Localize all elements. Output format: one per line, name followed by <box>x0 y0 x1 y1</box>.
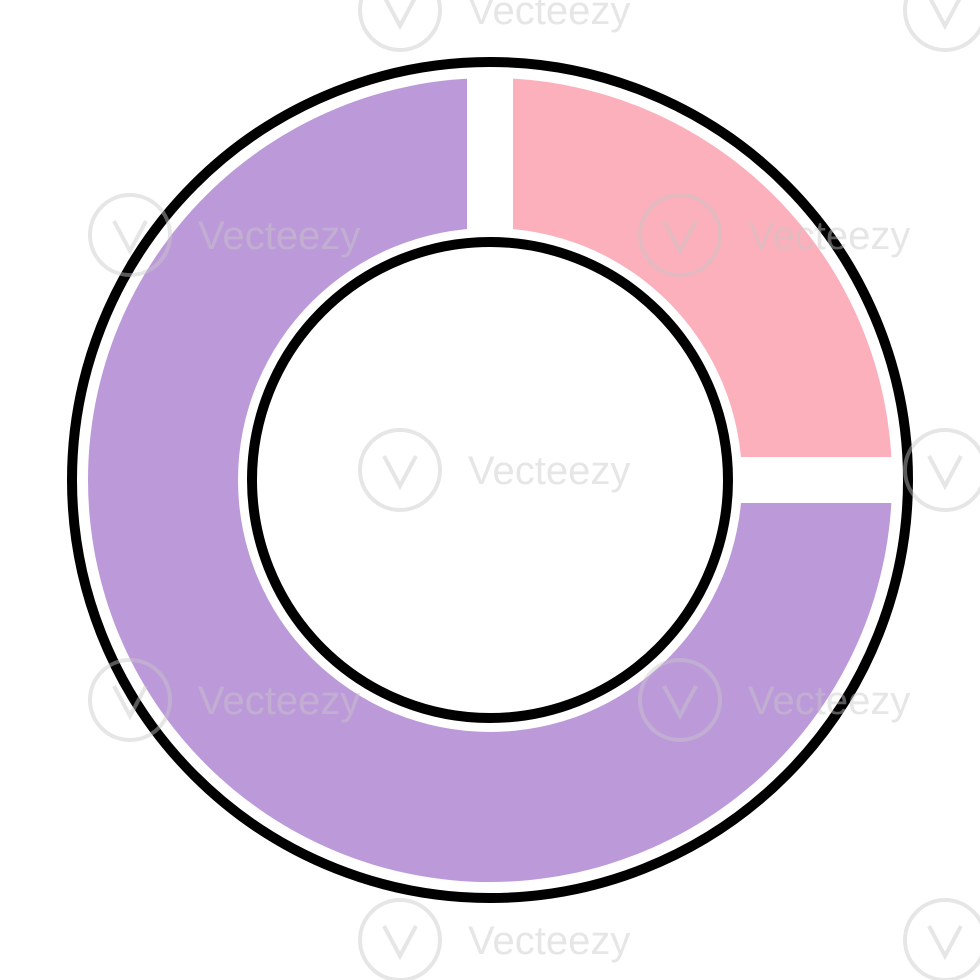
vecteezy-v-glyph-icon <box>382 455 418 491</box>
watermark-text: Vecteezy <box>468 919 630 963</box>
watermark-text: Vecteezy <box>198 214 360 258</box>
vecteezy-v-glyph-icon <box>927 925 963 961</box>
vecteezy-v-logo-icon <box>903 428 980 512</box>
vecteezy-v-glyph-icon <box>382 925 418 961</box>
vecteezy-v-logo-icon <box>903 898 980 980</box>
vecteezy-watermark: Vecteezy <box>88 193 360 277</box>
vecteezy-watermark: Vecteezy <box>638 658 910 742</box>
watermark-text: Vecteezy <box>198 679 360 723</box>
watermark-text: Vecteezy <box>468 0 630 33</box>
vecteezy-v-logo-icon <box>358 428 442 512</box>
donut-slices <box>88 78 892 882</box>
vecteezy-v-logo-icon <box>88 658 172 742</box>
donut-slice-2 <box>88 78 892 882</box>
vecteezy-v-logo-icon <box>358 0 442 52</box>
vecteezy-v-glyph-icon <box>383 0 417 31</box>
vecteezy-v-logo-icon <box>638 193 722 277</box>
vecteezy-v-logo-icon <box>358 898 442 980</box>
vecteezy-watermark: Vecteezy <box>903 898 980 980</box>
vecteezy-watermark: Vecteezy <box>358 0 630 52</box>
vecteezy-watermark: Vecteezy <box>903 428 980 512</box>
vecteezy-v-logo-icon <box>88 193 172 277</box>
vecteezy-v-glyph-icon <box>112 220 148 256</box>
watermark-text: Vecteezy <box>468 449 630 493</box>
watermark-text: Vecteezy <box>748 679 910 723</box>
vecteezy-v-glyph-icon <box>112 685 148 721</box>
inner-ring-outline <box>247 237 733 723</box>
vecteezy-v-glyph-icon <box>928 0 962 31</box>
vecteezy-v-glyph-icon <box>927 455 963 491</box>
vecteezy-v-logo-icon <box>903 0 980 52</box>
vecteezy-watermark: Vecteezy <box>903 0 980 52</box>
outer-ring-outline <box>67 57 913 903</box>
vecteezy-watermark: Vecteezy <box>88 658 360 742</box>
vecteezy-v-glyph-icon <box>662 685 698 721</box>
watermark-text: Vecteezy <box>748 214 910 258</box>
watermark-layer: Vecteezy Vecteezy Vecteezy Vecteezy Vecteezy… <box>88 0 980 980</box>
vecteezy-v-glyph-icon <box>662 220 698 256</box>
vecteezy-watermark: Vecteezy <box>358 898 630 980</box>
vecteezy-watermark: Vecteezy <box>638 193 910 277</box>
vecteezy-v-logo-icon <box>638 658 722 742</box>
vecteezy-watermark: Vecteezy <box>358 428 630 512</box>
donut-slice-1 <box>490 78 892 480</box>
